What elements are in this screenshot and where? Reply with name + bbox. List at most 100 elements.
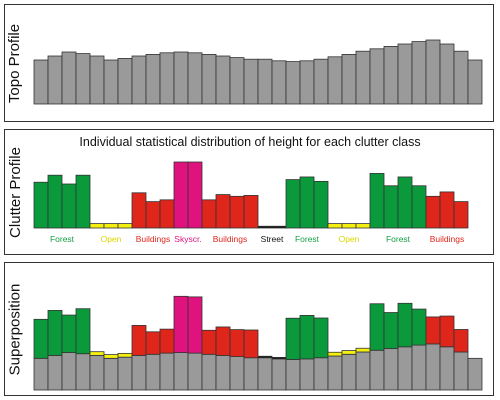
superposition-clutter-bar [215, 326, 231, 356]
topo-bar [453, 50, 469, 105]
superposition-clutter-bar [243, 329, 259, 359]
clutter-bar [61, 183, 77, 229]
superposition-terrain-bar [453, 351, 469, 391]
superposition-clutter-bar [271, 356, 287, 360]
clutter-bar [453, 201, 469, 229]
superposition-terrain-bar [89, 355, 105, 391]
clutter-bar [33, 181, 49, 229]
superposition-terrain-bar [257, 357, 273, 391]
superposition-terrain-bar [397, 346, 413, 391]
topo-bar [201, 54, 217, 105]
superposition-terrain-bar [173, 352, 189, 391]
superposition-terrain-bar [271, 358, 287, 391]
clutter-segment-label: Buildings [213, 234, 248, 244]
topo-bar [369, 48, 385, 105]
superposition-terrain-bar [201, 353, 217, 391]
clutter-bar [201, 199, 217, 229]
superposition-clutter-bar [75, 308, 91, 355]
clutter-bar [341, 223, 357, 229]
topo-bar [145, 54, 161, 105]
clutter-segment-label: Open [101, 234, 122, 244]
superposition-terrain-bar [467, 357, 483, 391]
superposition-clutter-bar [299, 314, 315, 360]
clutter-bar [243, 195, 259, 229]
superposition-clutter-bar [131, 325, 147, 356]
clutter-bar [103, 223, 119, 229]
superposition-clutter-bar [453, 329, 469, 353]
superposition-clutter-bar [313, 317, 329, 359]
superposition-terrain-bar [439, 346, 455, 391]
topo-bar [425, 39, 441, 105]
superposition-terrain-bar [187, 352, 203, 391]
topo-bar [215, 55, 231, 105]
topo-bar [271, 60, 287, 105]
clutter-bar [299, 176, 315, 229]
clutter-bar [271, 225, 287, 229]
clutter-bar [355, 223, 371, 229]
clutter-bar [145, 201, 161, 229]
clutter-segment-label: Buildings [136, 234, 171, 244]
topo-bar [117, 58, 133, 105]
topo-bar [61, 51, 77, 105]
superposition-clutter-bar [369, 303, 385, 351]
superposition-clutter-bar [33, 318, 49, 359]
clutter-bar [369, 173, 385, 229]
clutter-segment-label: Forest [50, 234, 75, 244]
superposition-terrain-bar [425, 343, 441, 391]
superposition-clutter-bar [117, 353, 133, 358]
clutter-bar [285, 179, 301, 229]
topo-bar [439, 43, 455, 105]
superposition-terrain-bar [145, 353, 161, 391]
clutter-segment-label: Buildings [430, 234, 465, 244]
topo-bar [341, 54, 357, 105]
clutter-caption: Individual statistical distribution of h… [79, 135, 421, 149]
topo-bar [173, 51, 189, 105]
superposition-terrain-bar [47, 355, 63, 391]
topo-bar [103, 59, 119, 105]
superposition-terrain-bar [33, 357, 49, 391]
clutter-bar [425, 195, 441, 229]
clutter-bar [397, 176, 413, 229]
topo-bar [159, 52, 175, 105]
superposition-clutter-bar [355, 347, 371, 353]
clutter-bar [215, 194, 231, 229]
clutter-bar [327, 223, 343, 229]
superposition-terrain-bar [131, 355, 147, 391]
superposition-terrain-bar [61, 352, 77, 391]
clutter-bar [439, 191, 455, 229]
clutter-bar [187, 161, 203, 229]
clutter-segment-label: Skyscr. [174, 234, 201, 244]
topo-bar [383, 46, 399, 105]
superposition-clutter-bar [201, 329, 217, 355]
clutter-bar [47, 174, 63, 229]
clutter-segment-label: Forest [386, 234, 411, 244]
superposition-clutter-bar [257, 355, 273, 359]
superposition-terrain-bar [369, 349, 385, 391]
superposition-terrain-bar [383, 348, 399, 391]
clutter-bar [173, 161, 189, 229]
superposition-clutter-bar [397, 302, 413, 348]
clutter-bar [89, 223, 105, 229]
superposition-clutter-bar [61, 314, 77, 353]
clutter-bar [131, 192, 147, 229]
topo-bar [33, 59, 49, 105]
superposition-terrain-bar [355, 351, 371, 391]
superposition-clutter-bar [103, 354, 119, 359]
clutter-segment-label: Forest [295, 234, 320, 244]
superposition-terrain-bar [229, 356, 245, 391]
clutter-segment-label: Street [261, 234, 284, 244]
topo-bar [257, 58, 273, 105]
topo-bar [243, 58, 259, 105]
superposition-clutter-bar [145, 331, 161, 355]
superposition-clutter-bar [47, 310, 63, 356]
clutter-bar [117, 223, 133, 229]
topo-bar [47, 55, 63, 105]
topo-bar [89, 55, 105, 105]
topo-bar [131, 55, 147, 105]
superposition-terrain-bar [299, 358, 315, 391]
clutter-bar [313, 180, 329, 229]
superposition-clutter-bar [341, 350, 357, 355]
clutter-bar [411, 185, 427, 229]
superposition-terrain-bar [159, 352, 175, 391]
